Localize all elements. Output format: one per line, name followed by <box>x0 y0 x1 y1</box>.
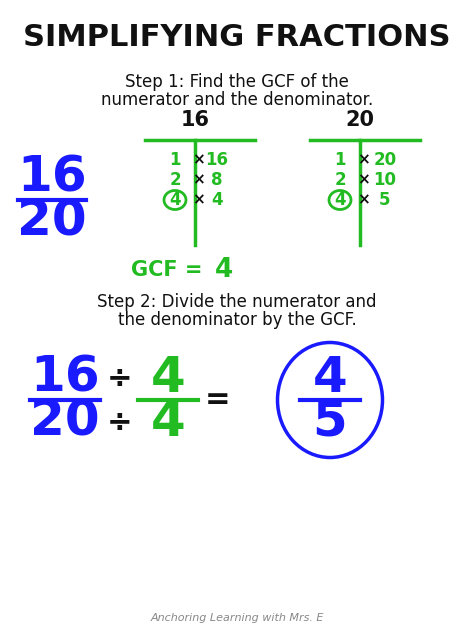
Text: ÷: ÷ <box>107 363 133 392</box>
Text: 16: 16 <box>17 154 87 202</box>
Text: 2: 2 <box>334 171 346 189</box>
Text: Anchoring Learning with Mrs. E: Anchoring Learning with Mrs. E <box>150 613 324 623</box>
Text: 4: 4 <box>151 354 185 402</box>
Text: 5: 5 <box>313 398 347 446</box>
Text: 16: 16 <box>206 151 228 169</box>
Text: numerator and the denominator.: numerator and the denominator. <box>101 91 373 109</box>
Text: ÷: ÷ <box>107 408 133 437</box>
Text: 20: 20 <box>346 110 374 130</box>
Text: ×: × <box>191 153 204 167</box>
Text: 16: 16 <box>30 354 100 402</box>
Text: 8: 8 <box>211 171 223 189</box>
Text: 10: 10 <box>374 171 396 189</box>
Text: 4: 4 <box>313 354 347 402</box>
Text: 5: 5 <box>379 191 391 209</box>
Text: Step 2: Divide the numerator and: Step 2: Divide the numerator and <box>97 293 377 311</box>
Text: ×: × <box>191 192 204 208</box>
Text: 4: 4 <box>334 191 346 209</box>
Text: 1: 1 <box>169 151 181 169</box>
Text: 20: 20 <box>17 198 87 246</box>
Text: GCF =: GCF = <box>131 260 210 280</box>
Text: ×: × <box>356 192 369 208</box>
Text: 4: 4 <box>211 191 223 209</box>
Text: SIMPLIFYING FRACTIONS: SIMPLIFYING FRACTIONS <box>23 23 451 52</box>
Text: 2: 2 <box>169 171 181 189</box>
Text: ×: × <box>191 172 204 187</box>
Text: 4: 4 <box>215 257 233 283</box>
Text: 16: 16 <box>181 110 210 130</box>
Text: ×: × <box>356 153 369 167</box>
Text: 20: 20 <box>374 151 397 169</box>
Text: =: = <box>205 386 231 415</box>
Text: ×: × <box>356 172 369 187</box>
Text: Step 1: Find the GCF of the: Step 1: Find the GCF of the <box>125 73 349 91</box>
Text: 1: 1 <box>334 151 346 169</box>
Text: 20: 20 <box>30 398 100 446</box>
Text: 4: 4 <box>151 398 185 446</box>
Text: the denominator by the GCF.: the denominator by the GCF. <box>118 311 356 329</box>
Text: 4: 4 <box>169 191 181 209</box>
